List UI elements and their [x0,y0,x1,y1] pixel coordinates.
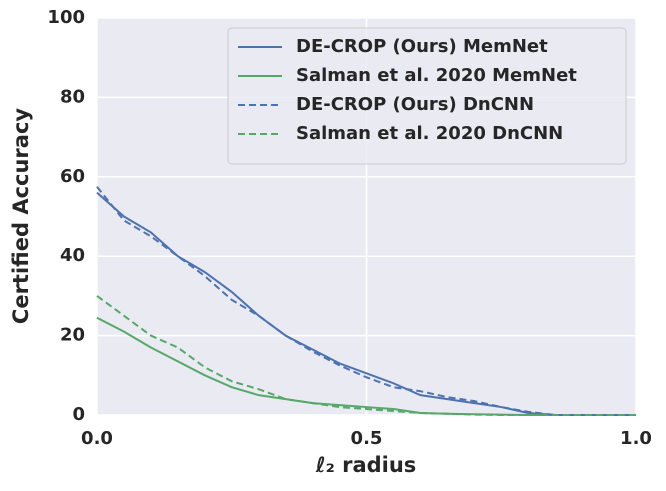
x-tick-label: 0.0 [81,428,113,449]
x-tick-label: 1.0 [620,428,652,449]
y-tick-label: 0 [72,404,85,425]
y-tick-label: 60 [60,166,85,187]
legend-label: Salman et al. 2020 MemNet [296,65,577,86]
x-tick-label: 0.5 [351,428,383,449]
y-tick-label: 100 [47,7,85,28]
y-tick-label: 40 [60,245,85,266]
series-line [96,186,636,416]
y-tick-label: 20 [60,325,85,346]
y-tick-label: 80 [60,86,85,107]
legend-label: DE-CROP (Ours) DnCNN [296,94,534,115]
legend-box [227,27,627,165]
series-line [96,191,636,416]
legend-label: Salman et al. 2020 DnCNN [296,123,563,144]
series-line [96,295,636,416]
y-axis-label: Certified Accuracy [9,108,33,324]
legend-label: DE-CROP (Ours) MemNet [296,36,548,57]
x-axis-label: ℓ₂ radius [315,453,417,477]
